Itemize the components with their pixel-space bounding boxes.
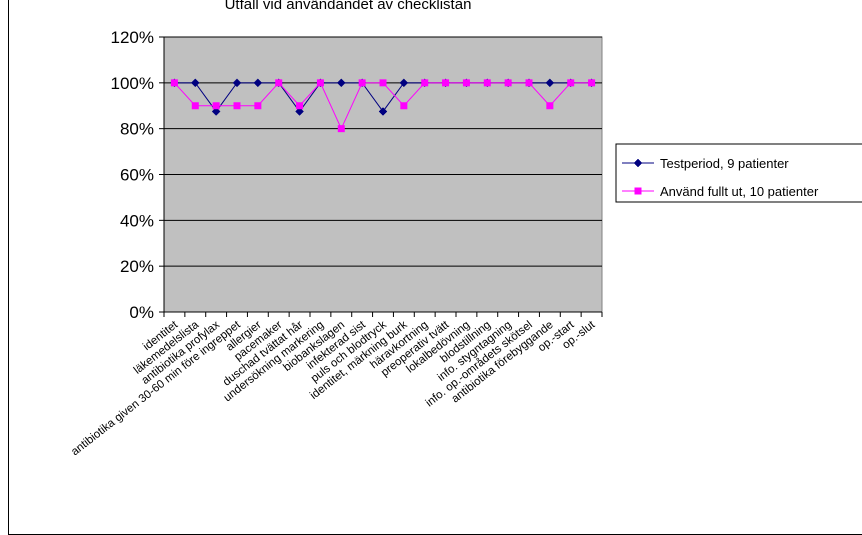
series-2: [170, 79, 596, 133]
data-point-square: [191, 102, 199, 110]
data-point-square: [462, 79, 470, 87]
legend: Testperiod, 9 patienter Använd fullt ut, …: [615, 143, 862, 203]
data-point-diamond: [232, 78, 242, 88]
y-tick-label: 60%: [120, 166, 154, 185]
y-tick-label: 0%: [129, 303, 154, 322]
y-tick-label: 80%: [120, 120, 154, 139]
data-point-square: [212, 102, 220, 110]
y-axis: 0% 20% 40% 60% 80% 100% 120%: [111, 28, 165, 322]
chart-title: Utfall vid användandet av checklistan: [225, 0, 472, 13]
data-point-diamond: [295, 107, 304, 116]
data-point-square: [254, 102, 262, 110]
data-point-diamond: [336, 78, 346, 88]
series-lines: [170, 78, 596, 133]
data-point-square: [316, 79, 324, 87]
data-point-square: [525, 79, 533, 87]
data-point-diamond: [211, 107, 221, 116]
line-chart: Utfall vid användandet av checklistan 0%…: [69, 0, 862, 458]
data-point-square: [504, 79, 512, 87]
data-point-square: [379, 79, 387, 87]
data-point-square: [296, 102, 304, 110]
data-point-square: [233, 102, 241, 110]
legend-box: [615, 143, 862, 203]
data-point-diamond: [190, 78, 200, 88]
data-point-square: [358, 79, 366, 87]
chart-frame: Utfall vid användandet av checklistan 0%…: [8, 0, 862, 535]
data-point-square: [588, 79, 596, 87]
data-point-square: [170, 79, 178, 87]
data-point-diamond: [399, 78, 409, 88]
data-point-square: [442, 79, 450, 87]
y-tick-label: 40%: [120, 211, 154, 230]
data-point-square: [275, 79, 283, 87]
data-point-square: [421, 79, 429, 87]
legend-label: Använd fullt ut, 10 patienter: [660, 184, 819, 199]
y-tick-label: 100%: [111, 74, 154, 93]
y-tick-label: 120%: [111, 28, 154, 47]
data-point-diamond: [545, 78, 555, 88]
data-point-diamond: [253, 78, 263, 88]
data-point-diamond: [378, 107, 388, 116]
data-point-square: [634, 187, 642, 195]
data-point-square: [567, 79, 575, 87]
y-tick-label: 20%: [120, 257, 154, 276]
data-point-square: [546, 102, 554, 110]
data-point-square: [483, 79, 491, 87]
legend-label: Testperiod, 9 patienter: [660, 156, 789, 171]
data-point-diamond: [633, 158, 643, 168]
data-point-square: [400, 102, 408, 110]
data-point-square: [337, 125, 345, 133]
